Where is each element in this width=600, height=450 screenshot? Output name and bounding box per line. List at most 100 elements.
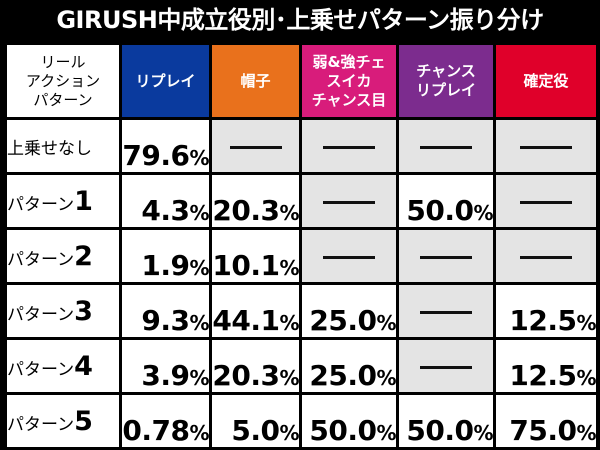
table-row: パターン3 9.3% 44.1% 25.0% 12.5% xyxy=(7,285,596,337)
row-label: 上乗せなし xyxy=(7,120,119,172)
value-cell: 50.0% xyxy=(399,175,493,227)
empty-cell xyxy=(496,230,596,282)
row-label: パターン1 xyxy=(7,175,119,227)
row-label-number: 4 xyxy=(74,350,93,382)
percent-sign: % xyxy=(576,421,596,445)
percent-sign: % xyxy=(189,146,209,170)
empty-cell xyxy=(302,230,396,282)
empty-cell xyxy=(399,230,493,282)
dash-icon xyxy=(420,310,472,314)
dash-icon xyxy=(229,145,282,149)
percent-sign: % xyxy=(376,311,396,335)
value-cell: 3.9% xyxy=(122,340,209,392)
empty-cell xyxy=(496,120,596,172)
row-label-number: 5 xyxy=(74,405,93,437)
percent-sign: % xyxy=(279,201,299,225)
percent-sign: % xyxy=(473,421,493,445)
value-number: 12.5 xyxy=(509,359,577,392)
percent-sign: % xyxy=(473,201,493,225)
dash-icon xyxy=(323,200,375,204)
value-cell: 44.1% xyxy=(212,285,299,337)
row-label-number: 2 xyxy=(74,240,93,272)
value-number: 12.5 xyxy=(509,304,577,337)
row-label: パターン2 xyxy=(7,230,119,282)
column-header-cherry-watermelon-chance: 弱&強チェ スイカ チャンス目 xyxy=(302,45,396,117)
value-cell: 79.6% xyxy=(122,120,209,172)
table-row: パターン2 1.9% 10.1% xyxy=(7,230,596,282)
value-number: 50.0 xyxy=(406,194,474,227)
dash-icon xyxy=(520,255,572,259)
row-label-number: 3 xyxy=(74,295,93,327)
empty-cell xyxy=(399,120,493,172)
row-label: パターン5 xyxy=(7,395,119,447)
page-title: GIRUSH中成立役別･上乗せパターン振り分け xyxy=(56,6,544,34)
percent-sign: % xyxy=(189,201,209,225)
empty-cell xyxy=(399,285,493,337)
percent-sign: % xyxy=(189,311,209,335)
empty-cell xyxy=(496,175,596,227)
percent-sign: % xyxy=(576,311,596,335)
percent-sign: % xyxy=(376,421,396,445)
value-cell: 1.9% xyxy=(122,230,209,282)
value-number: 79.6 xyxy=(122,139,190,172)
value-cell: 12.5% xyxy=(496,340,596,392)
value-cell: 5.0% xyxy=(212,395,299,447)
value-cell: 9.3% xyxy=(122,285,209,337)
table-body: 上乗せなし 79.6% パターン1 4.3% 20.3% 50.0% パターン2 1.9% 10… xyxy=(7,120,596,447)
value-cell: 50.0% xyxy=(302,395,396,447)
row-label-text: パターン xyxy=(7,414,75,435)
row-label-text: 上乗せなし xyxy=(7,138,92,159)
value-number: 4.3 xyxy=(141,194,190,227)
value-cell: 25.0% xyxy=(302,340,396,392)
value-number: 9.3 xyxy=(141,304,190,337)
row-label: パターン3 xyxy=(7,285,119,337)
row-label-text: パターン xyxy=(7,249,75,270)
table-row: 上乗せなし 79.6% xyxy=(7,120,596,172)
row-label-text: パターン xyxy=(7,359,75,380)
percent-sign: % xyxy=(279,421,299,445)
dash-icon xyxy=(420,365,472,369)
value-cell: 75.0% xyxy=(496,395,596,447)
dash-icon xyxy=(420,145,472,149)
percent-sign: % xyxy=(279,311,299,335)
value-cell: 0.78% xyxy=(122,395,209,447)
empty-cell xyxy=(399,340,493,392)
value-number: 3.9 xyxy=(141,359,190,392)
row-label-text: パターン xyxy=(7,304,75,325)
table-row: パターン1 4.3% 20.3% 50.0% xyxy=(7,175,596,227)
column-header-chance-replay: チャンス リプレイ xyxy=(399,45,493,117)
value-number: 20.3 xyxy=(212,194,280,227)
column-header-hat: 帽子 xyxy=(212,45,299,117)
distribution-table: リール アクション パターン リプレイ 帽子 弱&強チェ スイカ チャンス目 チ… xyxy=(4,42,599,450)
value-number: 44.1 xyxy=(212,304,280,337)
percent-sign: % xyxy=(279,366,299,390)
value-cell: 12.5% xyxy=(496,285,596,337)
value-cell: 20.3% xyxy=(212,175,299,227)
percent-sign: % xyxy=(576,366,596,390)
percent-sign: % xyxy=(189,366,209,390)
table-graphic: GIRUSH中成立役別･上乗せパターン振り分け リール アクション パターン リ… xyxy=(7,6,597,447)
dash-icon xyxy=(323,145,375,149)
dash-icon xyxy=(420,255,472,259)
row-label-number: 1 xyxy=(74,185,93,217)
empty-cell xyxy=(302,120,396,172)
corner-header: リール アクション パターン xyxy=(7,45,119,117)
value-cell: 50.0% xyxy=(399,395,493,447)
dash-icon xyxy=(520,200,572,204)
value-cell: 20.3% xyxy=(212,340,299,392)
value-number: 1.9 xyxy=(141,249,190,282)
value-number: 25.0 xyxy=(309,359,377,392)
percent-sign: % xyxy=(189,256,209,280)
dash-icon xyxy=(323,255,375,259)
table-row: パターン5 0.78% 5.0% 50.0% 50.0% 75.0% xyxy=(7,395,596,447)
empty-cell xyxy=(212,120,299,172)
table-row: パターン4 3.9% 20.3% 25.0% 12.5% xyxy=(7,340,596,392)
header-row: リール アクション パターン リプレイ 帽子 弱&強チェ スイカ チャンス目 チ… xyxy=(7,45,596,117)
dash-icon xyxy=(520,145,572,149)
column-header-confirmed-role: 確定役 xyxy=(496,45,596,117)
column-header-replay: リプレイ xyxy=(122,45,209,117)
percent-sign: % xyxy=(189,421,209,445)
row-label-text: パターン xyxy=(7,194,75,215)
percent-sign: % xyxy=(279,256,299,280)
value-cell: 10.1% xyxy=(212,230,299,282)
